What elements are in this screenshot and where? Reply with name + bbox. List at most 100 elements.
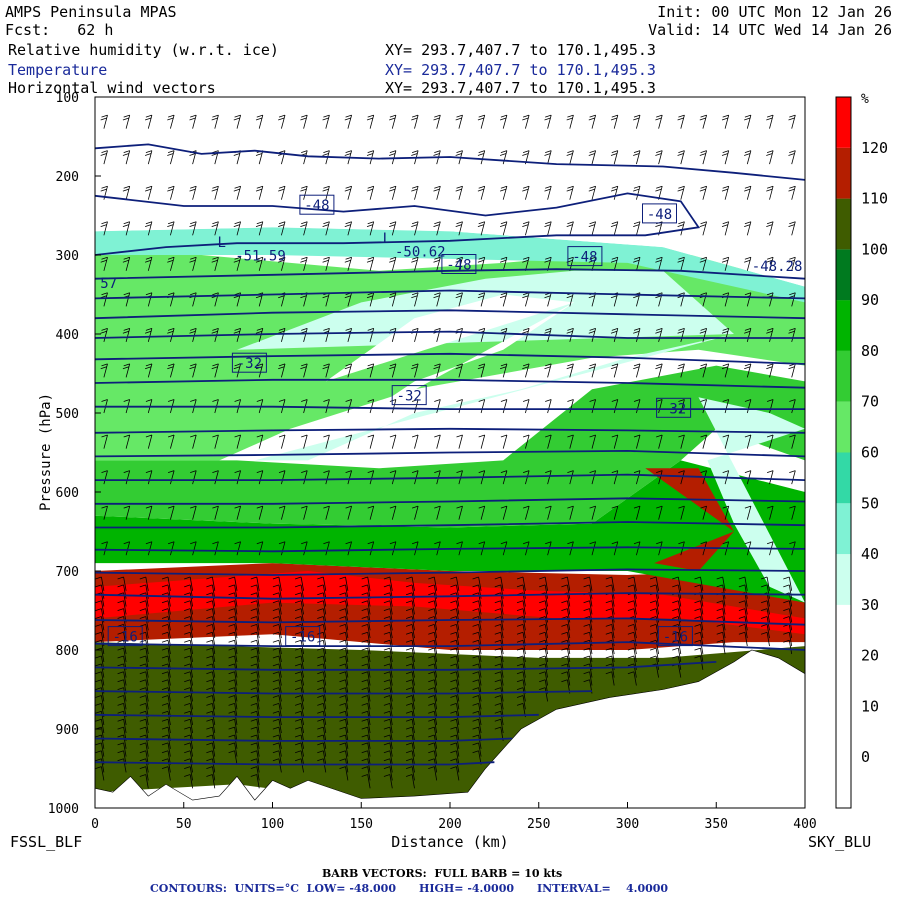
- wind-barb: [272, 592, 282, 607]
- wind-barb: [499, 363, 508, 378]
- wind-barb: [206, 734, 216, 749]
- wind-barb: [655, 256, 663, 271]
- wind-barb: [233, 221, 241, 236]
- wind-barb: [272, 734, 282, 749]
- wind-barb: [494, 639, 504, 655]
- wind-barb: [389, 150, 397, 165]
- wind-barb: [366, 150, 375, 165]
- wind-barb: [383, 576, 393, 591]
- wind-barb: [383, 742, 393, 757]
- wind-barb: [228, 710, 238, 726]
- wind-barb: [317, 592, 327, 607]
- wind-barb: [272, 758, 282, 773]
- wind-barb: [317, 695, 327, 710]
- wind-barb: [477, 363, 486, 378]
- wind-barb: [161, 592, 171, 607]
- wind-barb: [455, 363, 463, 378]
- wind-barb: [539, 655, 548, 670]
- wind-barb: [611, 399, 619, 414]
- wind-barb: [411, 505, 419, 520]
- wind-barb: [117, 718, 127, 734]
- wind-barb: [323, 470, 330, 485]
- wind-barb: [455, 292, 463, 307]
- wind-barb: [139, 742, 149, 757]
- wind-barb: [317, 750, 327, 765]
- wind-barb: [211, 185, 219, 200]
- wind-barb: [678, 505, 685, 520]
- field-wind-name: Horizontal wind vectors: [8, 79, 216, 97]
- wind-barb: [206, 624, 216, 639]
- wind-barb: [383, 663, 393, 678]
- wind-barb: [294, 663, 304, 678]
- wind-barb: [339, 734, 349, 749]
- wind-barb: [588, 185, 596, 200]
- y-tick-label: 100: [56, 91, 79, 106]
- wind-barb: [539, 576, 548, 591]
- wind-barb: [544, 114, 552, 129]
- contour-label: -32: [391, 385, 427, 406]
- wind-barb: [472, 663, 482, 678]
- wind-barb: [206, 687, 216, 702]
- colorbar-tick-label: 20: [861, 647, 879, 665]
- wind-barb: [655, 114, 663, 129]
- wind-barb: [383, 647, 393, 662]
- x-tick-label: 150: [350, 817, 373, 832]
- wind-barb: [405, 695, 415, 710]
- contour-label: -16: [657, 626, 693, 647]
- wind-barb: [117, 576, 127, 591]
- wind-barb: [294, 734, 304, 749]
- wind-barb: [656, 399, 663, 414]
- wind-barb: [450, 663, 460, 678]
- wind-barb: [139, 616, 149, 631]
- extremum-annotation: 57: [100, 276, 117, 292]
- colorbar-bin: [836, 300, 851, 351]
- wind-barb: [694, 616, 704, 631]
- wind-barb: [206, 608, 216, 623]
- wind-barb: [167, 221, 175, 236]
- wind-barb: [434, 505, 441, 520]
- wind-barb: [677, 114, 685, 129]
- wind-barb: [294, 695, 304, 710]
- wind-barb: [450, 631, 460, 647]
- wind-barb: [228, 639, 238, 655]
- wind-barb: [339, 710, 349, 726]
- wind-barb: [161, 600, 171, 615]
- contour-label: -48: [567, 246, 603, 267]
- svg-text:-48: -48: [304, 198, 329, 214]
- wind-barb: [206, 600, 216, 615]
- rh-region-4: [95, 365, 805, 528]
- wind-barb: [250, 671, 260, 686]
- wind-barb: [272, 703, 282, 718]
- wind-barb: [317, 584, 327, 599]
- wind-barb: [605, 608, 615, 623]
- wind-barb: [278, 328, 286, 343]
- wind-barb: [738, 576, 748, 591]
- wind-barb: [250, 710, 260, 726]
- field-temp-xy: XY= 293.7,407.7 to 170.1,495.3: [385, 61, 656, 79]
- wind-barb: [301, 541, 308, 556]
- wind-barb: [167, 363, 175, 378]
- wind-barb: [450, 687, 460, 702]
- wind-barb: [500, 434, 508, 449]
- wind-barb: [272, 584, 282, 599]
- wind-barb: [184, 750, 193, 765]
- colorbar-tick-label: 110: [861, 190, 888, 208]
- temperature-contour-15: [95, 568, 805, 576]
- wind-barb: [716, 616, 726, 631]
- wind-barb: [583, 671, 593, 686]
- wind-barb: [184, 655, 193, 670]
- wind-barb: [405, 774, 415, 789]
- wind-barb: [405, 631, 415, 647]
- wind-barb: [428, 750, 438, 765]
- temperature-contour-5: [95, 330, 805, 339]
- x-tick-label: 300: [616, 817, 639, 832]
- wind-barb: [516, 647, 526, 662]
- wind-barb: [649, 647, 659, 662]
- extremum-annotation: -50.62: [395, 245, 446, 261]
- wind-barb: [649, 584, 659, 599]
- y-tick-label: 1000: [48, 802, 79, 817]
- wind-barb: [744, 328, 752, 343]
- wind-barb: [450, 639, 460, 655]
- wind-barb: [95, 663, 105, 678]
